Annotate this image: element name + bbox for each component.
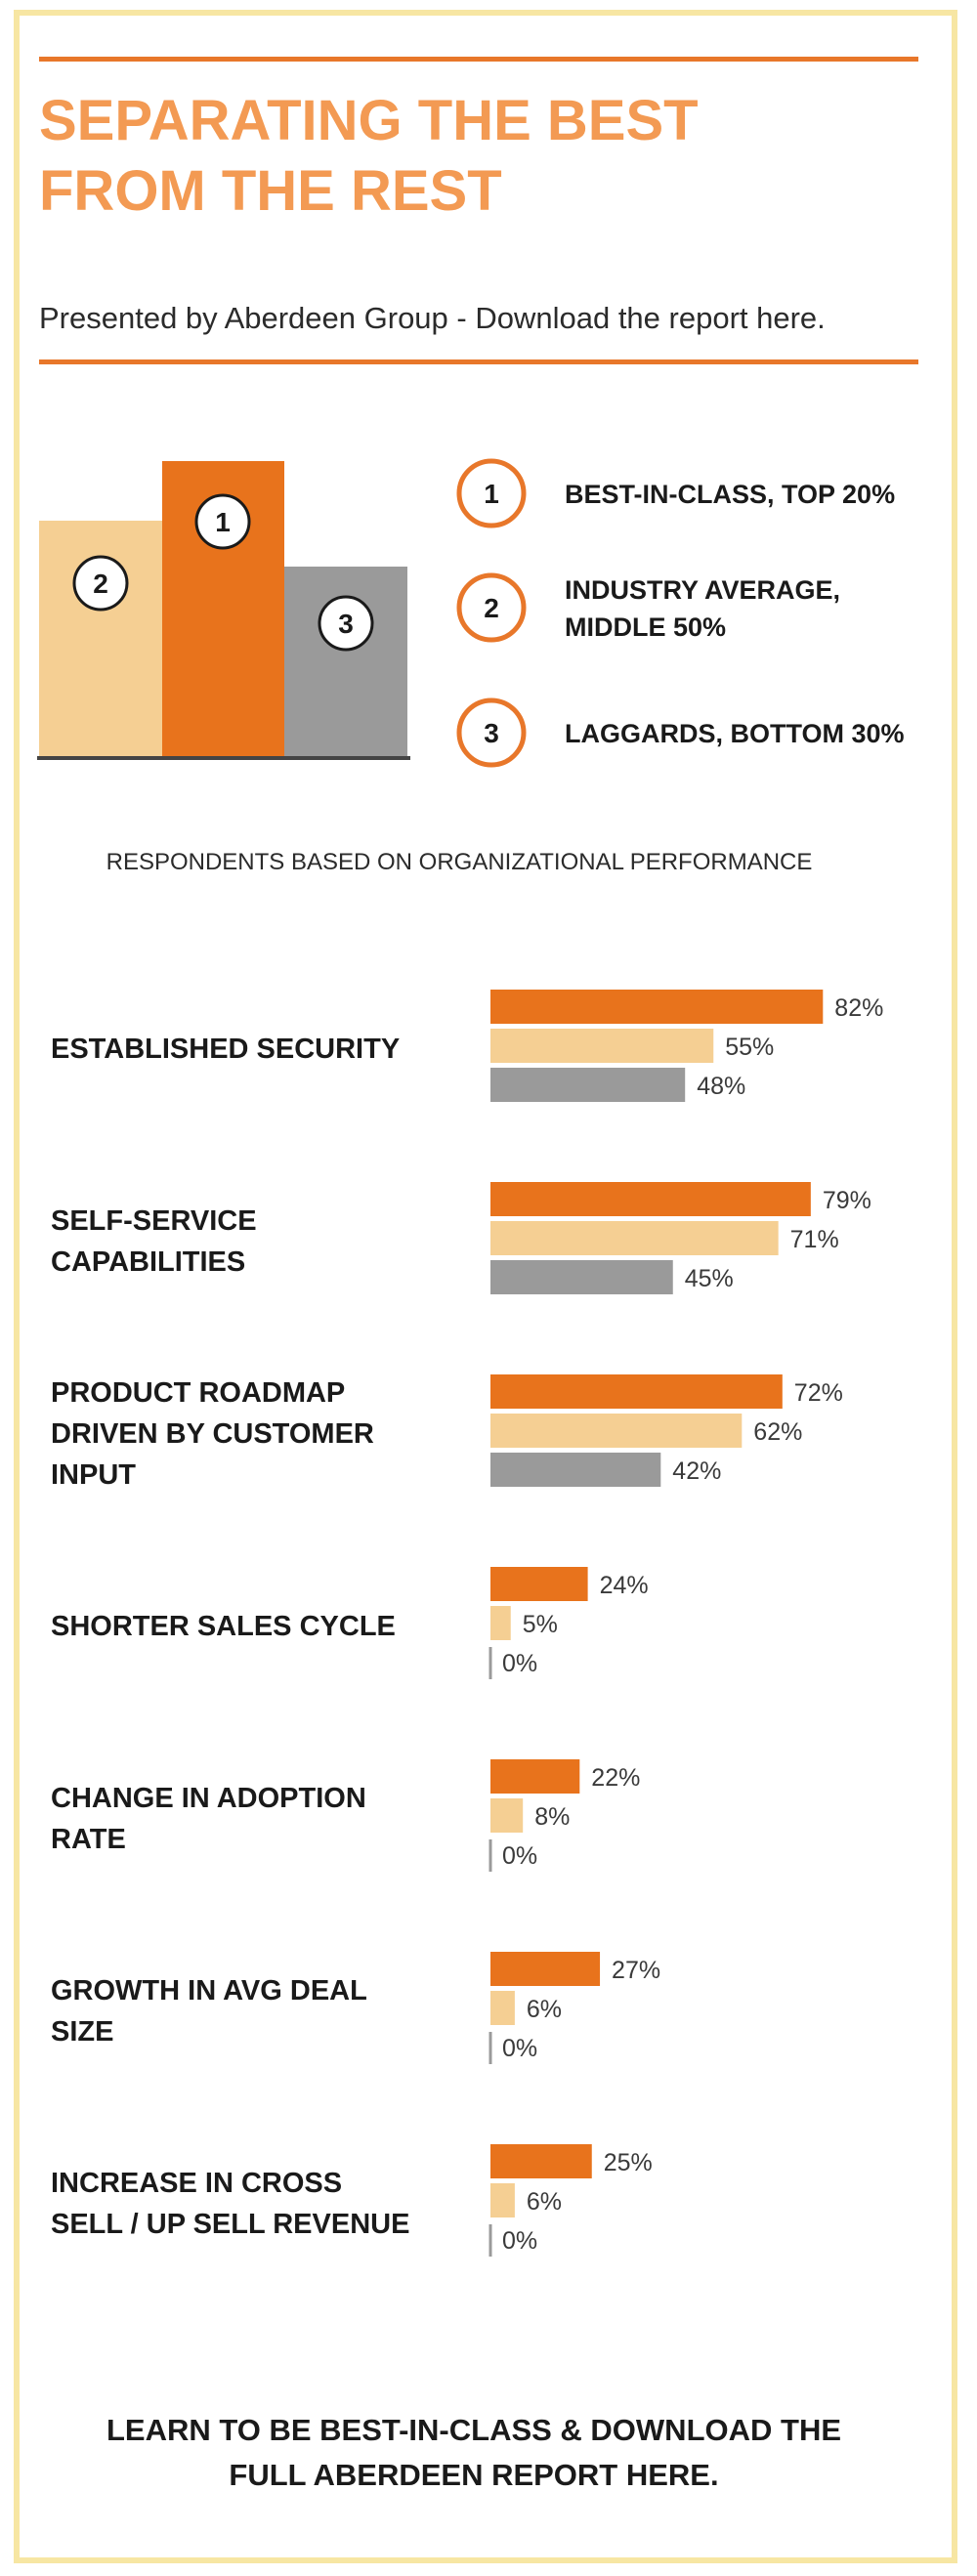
bar-value-label: 24% (600, 1572, 649, 1599)
subtitle-prefix: Presented by Aberdeen Group - (39, 301, 476, 335)
download-cta[interactable]: LEARN TO BE BEST-IN-CLASS & DOWNLOAD THE… (39, 2408, 909, 2498)
podium-badge-2 (194, 493, 251, 550)
podium-badge-label: 3 (338, 609, 354, 639)
category-label: CHANGE IN ADOPTION (51, 1783, 366, 1814)
bar-value-label: 0% (502, 2227, 537, 2255)
bar-value-label: 62% (753, 1418, 802, 1446)
cta-line-2[interactable]: FULL ABERDEEN REPORT HERE. (229, 2458, 719, 2492)
category-label: CAPABILITIES (51, 1246, 245, 1278)
bar-value-label: 22% (591, 1764, 640, 1792)
performance-chart: 2 1 3 1 BEST-IN-CLASS, TOP 20% 2 INDUSTRY AVER… (37, 458, 905, 2257)
category-label: GROWTH IN AVG DEAL (51, 1975, 367, 2006)
bar-series-2 (490, 1414, 743, 1448)
category-label: PRODUCT ROADMAP (51, 1377, 345, 1409)
top-divider (39, 57, 918, 62)
bar-value-label: 0% (502, 1842, 537, 1870)
category-label: DRIVEN BY CUSTOMER (51, 1418, 374, 1450)
bar-value-label: 5% (523, 1611, 558, 1638)
bar-series-2 (490, 1029, 714, 1063)
bar-series-1 (490, 1374, 783, 1409)
bar-series-2 (490, 1991, 515, 2025)
bar-series-3 (490, 1453, 661, 1487)
page-title: SEPARATING THE BEST FROM THE REST (39, 86, 899, 227)
bar-value-label: 82% (834, 994, 883, 1022)
chart-title: RESPONDENTS BASED ON ORGANIZATIONAL PERF… (106, 849, 813, 875)
podium-badge-label: 1 (215, 507, 231, 537)
subtitle: Presented by Aberdeen Group - Download t… (39, 301, 918, 336)
bar-series-1 (490, 1182, 811, 1216)
bar-value-label: 6% (527, 2188, 562, 2216)
bar-value-label: 79% (823, 1187, 871, 1214)
bar-value-label: 6% (527, 1996, 562, 2023)
podium-block-3 (284, 567, 407, 757)
bar-series-3 (490, 1068, 686, 1102)
legend-badge-number: 3 (484, 718, 499, 748)
bar-value-label: 48% (697, 1073, 745, 1100)
legend-label: INDUSTRY AVERAGE, (565, 575, 840, 605)
podium-badge-1 (72, 555, 129, 612)
category-label: RATE (51, 1824, 126, 1855)
bar-series-2 (490, 1221, 779, 1255)
bar-series-1 (490, 990, 824, 1024)
category-label: INPUT (51, 1459, 136, 1491)
bar-value-label: 27% (612, 1957, 660, 1984)
cta-line-1[interactable]: LEARN TO BE BEST-IN-CLASS & DOWNLOAD THE (106, 2413, 842, 2447)
category-label: SIZE (51, 2016, 113, 2048)
infographic-frame (14, 10, 957, 2563)
category-label: SELL / UP SELL REVENUE (51, 2209, 409, 2240)
bar-series-1 (490, 1567, 588, 1601)
podium-badge-label: 2 (93, 569, 108, 599)
bar-value-label: 42% (672, 1457, 721, 1485)
bar-value-label: 71% (790, 1226, 839, 1253)
subtitle-divider (39, 359, 918, 364)
bar-value-label: 55% (725, 1034, 774, 1061)
title-line-1: SEPARATING THE BEST (39, 89, 699, 152)
bar-value-label: 45% (685, 1265, 734, 1292)
bar-series-2 (490, 1606, 511, 1640)
legend-badge-1 (456, 458, 527, 528)
legend-label: LAGGARDS, BOTTOM 30% (565, 719, 905, 748)
title-line-2: FROM THE REST (39, 159, 502, 223)
legend-badge-2 (456, 572, 527, 643)
bar-value-label: 0% (502, 1650, 537, 1677)
legend-badge-number: 2 (484, 593, 499, 623)
category-label: SHORTER SALES CYCLE (51, 1611, 396, 1642)
download-report-link[interactable]: Download the report here. (475, 301, 826, 335)
podium-badge-3 (318, 595, 374, 652)
category-label: ESTABLISHED SECURITY (51, 1034, 400, 1065)
legend-label: BEST-IN-CLASS, TOP 20% (565, 480, 895, 509)
bar-series-3 (490, 1260, 673, 1294)
legend-label: MIDDLE 50% (565, 612, 726, 642)
category-label: INCREASE IN CROSS (51, 2168, 342, 2199)
bar-value-label: 0% (502, 2035, 537, 2062)
bar-series-1 (490, 1759, 580, 1794)
bar-value-label: 72% (794, 1379, 843, 1407)
bar-value-label: 25% (604, 2149, 653, 2176)
legend-badge-number: 1 (484, 479, 499, 509)
bar-series-1 (490, 1952, 601, 1986)
bar-value-label: 8% (534, 1803, 570, 1831)
category-label: SELF-SERVICE (51, 1205, 257, 1237)
bar-series-1 (490, 2144, 592, 2178)
bar-series-2 (490, 1798, 524, 1833)
bar-series-2 (490, 2183, 515, 2217)
legend-badge-3 (456, 697, 527, 768)
